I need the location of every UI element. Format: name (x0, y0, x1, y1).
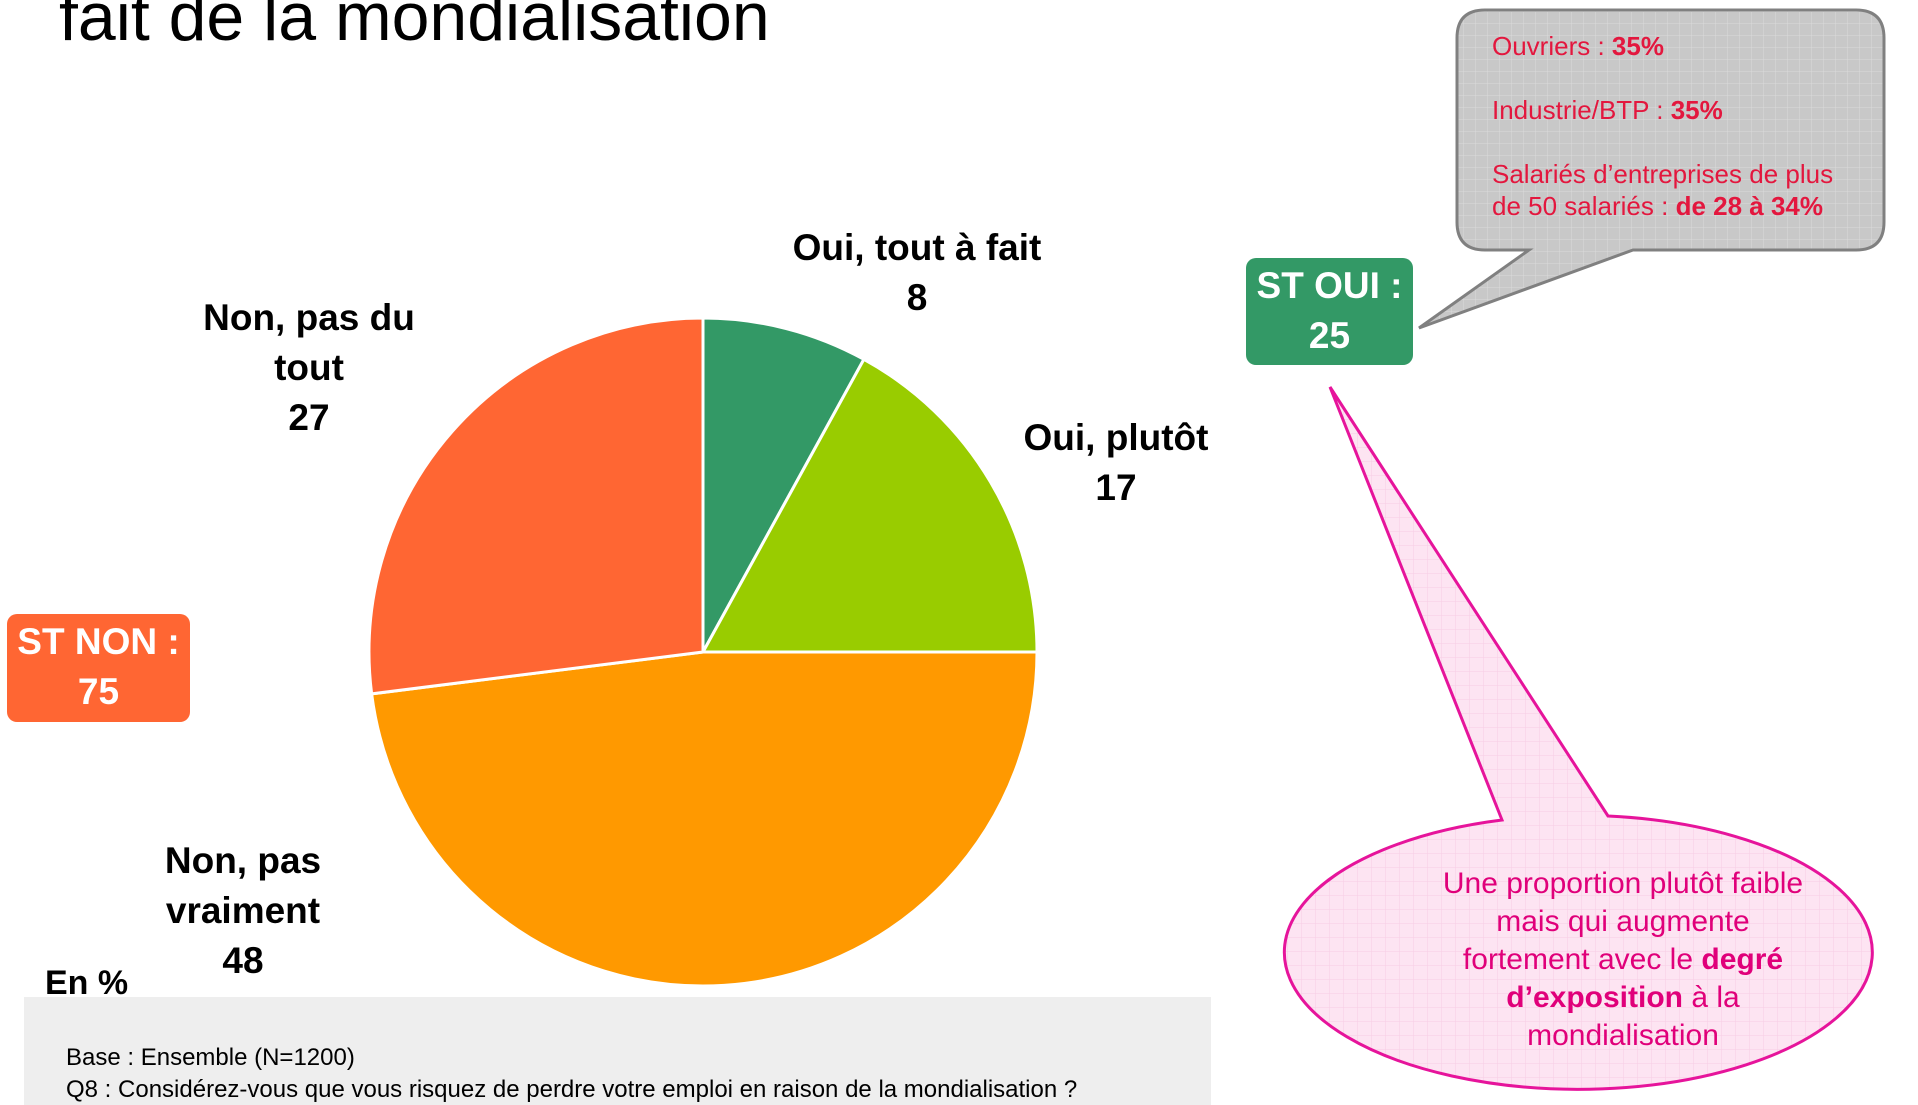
value-label: 8 (906, 277, 928, 318)
callout-item: Ouvriers : 35% (1492, 30, 1867, 62)
text: Salariés d’entreprises de plus de 50 sal… (1492, 159, 1834, 221)
category: Non, pas vraiment (164, 840, 322, 931)
category: Oui, tout à fait (792, 227, 1042, 268)
value-label: 48 (222, 940, 264, 981)
value-label: 27 (288, 397, 330, 438)
subtotal-label: ST OUI : (1256, 265, 1403, 306)
callout-bubble (1418, 8, 1886, 330)
text: Une proportion plutôt faible mais qui au… (1442, 867, 1804, 976)
text: à la mondialisation (1527, 981, 1740, 1052)
callout-item: Salariés d’entreprises de plus de 50 sal… (1492, 158, 1867, 222)
bold-text: degré d’exposition (1506, 943, 1784, 1014)
text: Industrie/BTP : (1492, 95, 1671, 125)
comment-bubble (1282, 386, 1874, 1091)
title: fait de la mondialisation (59, 0, 770, 55)
text: Ouvriers : (1492, 31, 1612, 61)
slice-label: Non, pas vraiment 48 (150, 836, 336, 986)
subtotal-value: 25 (1308, 315, 1351, 356)
pie-slice (701, 316, 866, 653)
pie (367, 316, 1039, 988)
unit-note: En % (45, 964, 129, 1002)
bold-text: 35% (1670, 95, 1723, 125)
pie-slice (369, 650, 1039, 988)
subtotal-value: 75 (77, 671, 120, 712)
comment-text: Une proportion plutôt faible mais qui au… (1440, 865, 1806, 1055)
slice-label: Non, pas du tout 27 (189, 293, 429, 443)
value-label: 17 (1095, 467, 1137, 508)
callout-item: Industrie/BTP : 35% (1492, 94, 1867, 126)
footer-question: Q8 : Considérez-vous que vous risquez de… (66, 1076, 1078, 1103)
pie-slice (367, 316, 705, 696)
category: Oui, plutôt (1023, 417, 1209, 458)
footer-box (24, 997, 1211, 1105)
slice-label: Oui, plutôt 17 (981, 413, 1251, 513)
slice-label: Oui, tout à fait 8 (757, 223, 1077, 323)
category: Non, pas du tout (203, 297, 415, 388)
footer-base: Base : Ensemble (N=1200) (66, 1044, 355, 1071)
subtotal-box: ST OUI : 25 (1246, 258, 1413, 365)
callout-text: Ouvriers : 35% Industrie/BTP : 35% Salarié… (1492, 30, 1867, 254)
pie-slice (700, 357, 1039, 654)
subtotal-box: ST NON : 75 (7, 614, 190, 722)
bold-text: 35% (1611, 31, 1664, 61)
subtotal-label: ST NON : (17, 621, 180, 662)
bold-text: de 28 à 34% (1675, 191, 1823, 221)
